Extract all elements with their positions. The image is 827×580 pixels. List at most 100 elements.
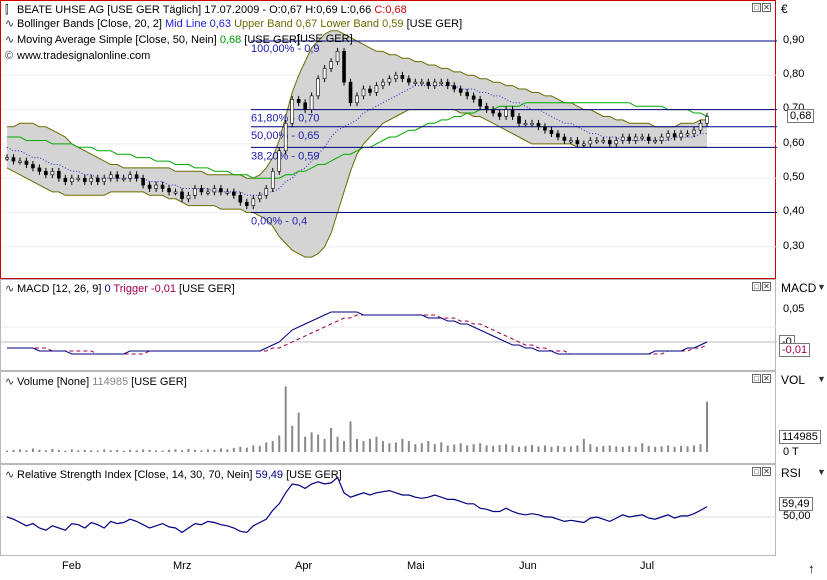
scroll-down-icon[interactable]: ▼ xyxy=(817,374,826,384)
candle-body xyxy=(329,61,333,69)
volume-label: Volume [None] xyxy=(17,376,90,388)
volume-bar xyxy=(362,441,365,452)
volume-bar xyxy=(563,446,566,452)
month-label: Feb xyxy=(62,560,81,572)
rsi-label: Relative Strength Index [Close, 14, 30, … xyxy=(17,469,253,481)
candle-body xyxy=(70,177,74,182)
price-pane[interactable]: 100,00% - 0,9 61,80% - 0,70 50,00% - 0,65 3… xyxy=(0,0,777,279)
bollinger-mid: Mid Line 0,63 xyxy=(164,18,232,30)
volume-bar xyxy=(70,449,73,452)
time-axis[interactable] xyxy=(0,555,776,580)
close-icon[interactable]: ✕ xyxy=(762,282,771,291)
close-icon[interactable]: ✕ xyxy=(762,467,771,476)
candle-body xyxy=(57,171,61,179)
volume-axis[interactable]: VOL ▼ 114985 0 T xyxy=(777,371,827,464)
candle-body xyxy=(420,81,424,84)
volume-bar xyxy=(706,401,708,452)
candle-body xyxy=(303,102,307,110)
rsi-suffix: [USE GER] xyxy=(286,469,342,481)
candle-body xyxy=(251,198,256,206)
macd-axis[interactable]: MACD ▼ 0,05 -0 -0,01 xyxy=(777,279,827,371)
macd-label: MACD [12, 26, 9] xyxy=(17,283,102,295)
candle-body xyxy=(108,174,113,179)
candlestick-icon: ⫿ xyxy=(5,4,9,16)
bollinger-upper: Upper Band 0,67 xyxy=(234,18,318,30)
trigger-line xyxy=(7,314,708,355)
volume-bar xyxy=(556,445,559,452)
candle-body xyxy=(458,88,463,93)
close-icon[interactable]: ✕ xyxy=(762,3,771,12)
volume-bar xyxy=(265,442,268,452)
volume-bar xyxy=(103,449,106,452)
scroll-down-icon[interactable]: ▼ xyxy=(817,282,826,292)
fibonacci-label: 61,80% - 0,70 xyxy=(251,113,320,125)
volume-bar xyxy=(77,450,80,452)
volume-bar xyxy=(317,434,320,452)
bollinger-lower: Lower Band 0,59 xyxy=(320,18,404,30)
close-icon[interactable]: ✕ xyxy=(762,374,771,383)
candle-body xyxy=(44,171,48,176)
scroll-down-icon[interactable]: ▼ xyxy=(817,467,826,477)
macd-pane[interactable]: ∿ MACD [12, 26, 9] 0 Trigger -0,01 [USE G… xyxy=(0,279,777,371)
rsi-pane[interactable]: ∿ Relative Strength Index [Close, 14, 30,… xyxy=(0,464,777,556)
volume-bar xyxy=(252,445,255,452)
volume-pane[interactable]: ∿ Volume [None] 114985 [USE GER] □ ✕ xyxy=(0,371,776,464)
ohlc-text: 17.07.2009 - O:0,67 H:0,69 L:0,66 xyxy=(204,4,372,16)
candle-body xyxy=(413,81,418,84)
candle-body xyxy=(37,167,42,172)
candle-body xyxy=(471,95,476,100)
indicator-line-icon: ∿ xyxy=(5,376,15,388)
candle-body xyxy=(407,78,411,83)
candle-body xyxy=(167,188,171,193)
macd-pane-buttons: □ ✕ xyxy=(752,282,771,291)
volume-bar xyxy=(615,446,618,452)
volume-bar xyxy=(660,446,663,452)
volume-bar xyxy=(680,445,683,452)
volume-bar xyxy=(31,448,34,452)
candle-body xyxy=(361,88,366,97)
macd-tick: 0,05 xyxy=(783,303,805,315)
volume-bar xyxy=(18,449,21,452)
price-axis[interactable]: € 0,90 0,80 0,70 0,60 0,50 0,40 0,30 0,6… xyxy=(777,0,827,279)
candle-body xyxy=(322,68,327,80)
volume-bar xyxy=(524,445,527,452)
volume-bar xyxy=(291,425,294,452)
volume-bar xyxy=(479,443,482,452)
macd-suffix: [USE GER] xyxy=(179,283,235,295)
candle-body xyxy=(484,105,489,110)
candle-body xyxy=(115,174,119,179)
maximize-icon[interactable]: □ xyxy=(752,374,761,383)
volume-bar xyxy=(349,421,352,452)
sma-value: 0,68 xyxy=(219,34,242,46)
volume-value: 114985 xyxy=(92,376,129,388)
rsi-axis[interactable]: RSI ▼ 59,49 50,00 xyxy=(777,464,827,556)
candle-body xyxy=(368,88,372,93)
trigger-value-tag: -0,01 xyxy=(779,343,811,357)
volume-bar xyxy=(427,441,430,452)
maximize-icon[interactable]: □ xyxy=(752,467,761,476)
candle-body xyxy=(633,136,638,141)
volume-bar xyxy=(304,436,307,452)
candle-body xyxy=(89,177,94,182)
candle-body xyxy=(497,112,502,117)
candle-body xyxy=(659,136,664,141)
volume-bar xyxy=(453,444,456,452)
volume-bar xyxy=(401,438,404,452)
volume-bar xyxy=(356,438,358,452)
maximize-icon[interactable]: □ xyxy=(752,282,761,291)
candle-body xyxy=(186,195,191,200)
price-tick: 0,30 xyxy=(783,240,805,252)
volume-bar xyxy=(641,443,644,452)
volume-bar xyxy=(330,427,333,452)
scroll-up-icon[interactable]: ↑ xyxy=(808,561,815,576)
volume-bar xyxy=(582,438,585,452)
macd-trigger: Trigger -0,01 xyxy=(113,283,176,295)
candle-body xyxy=(160,184,165,189)
volume-bar xyxy=(206,449,209,452)
month-label: Jun xyxy=(519,560,537,572)
candle-body xyxy=(11,157,16,162)
maximize-icon[interactable]: □ xyxy=(752,3,761,12)
volume-bar xyxy=(550,446,553,452)
volume-bar xyxy=(621,446,624,452)
